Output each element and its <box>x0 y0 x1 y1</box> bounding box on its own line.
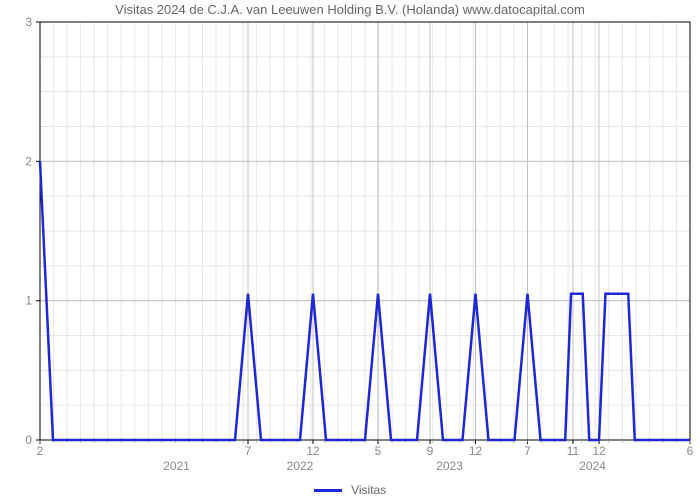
legend: Visitas <box>0 483 700 497</box>
svg-text:7: 7 <box>524 444 531 458</box>
svg-text:5: 5 <box>375 444 382 458</box>
svg-text:3: 3 <box>25 15 32 29</box>
svg-text:12: 12 <box>469 444 483 458</box>
svg-text:6: 6 <box>687 444 694 458</box>
line-chart: 0123271259127111262021202220232024 <box>0 0 700 500</box>
legend-swatch <box>314 489 342 492</box>
svg-text:12: 12 <box>592 444 606 458</box>
svg-text:2: 2 <box>25 154 32 168</box>
svg-text:2022: 2022 <box>287 459 314 473</box>
svg-text:0: 0 <box>25 433 32 447</box>
svg-text:2021: 2021 <box>163 459 190 473</box>
svg-text:2024: 2024 <box>579 459 606 473</box>
svg-text:7: 7 <box>245 444 252 458</box>
chart-title: Visitas 2024 de C.J.A. van Leeuwen Holdi… <box>0 2 700 17</box>
svg-text:11: 11 <box>567 444 580 458</box>
svg-text:2: 2 <box>37 444 44 458</box>
svg-text:12: 12 <box>306 444 320 458</box>
legend-label: Visitas <box>351 483 386 497</box>
svg-text:1: 1 <box>25 294 32 308</box>
svg-text:2023: 2023 <box>436 459 463 473</box>
svg-text:9: 9 <box>427 444 434 458</box>
